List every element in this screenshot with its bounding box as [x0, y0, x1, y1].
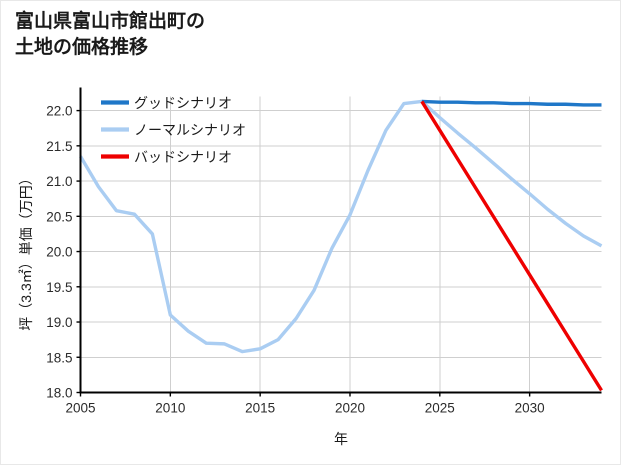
y-tick-label: 19.0 [46, 315, 72, 330]
y-tick-label: 21.5 [46, 139, 72, 154]
legend-label: バッドシナリオ [134, 149, 232, 165]
chart-title: 富山県富山市館出町の 土地の価格推移 [15, 11, 206, 58]
y-tick-label: 22.0 [46, 104, 72, 119]
x-tick-label: 2030 [515, 401, 545, 416]
x-tick-label: 2020 [335, 401, 365, 416]
y-axis-ticks: 18.0 18.5 19.0 19.5 20.0 20.5 21.0 21.5 22.0 [46, 104, 81, 401]
gridlines [80, 96, 602, 393]
x-axis-label: 年 [334, 431, 348, 447]
legend-label: ノーマルシナリオ [134, 122, 246, 138]
x-tick-label: 2005 [65, 401, 95, 416]
series-line [79, 99, 603, 354]
y-tick-label: 19.5 [46, 280, 72, 295]
x-tick-label: 2015 [245, 401, 275, 416]
axis-spines [79, 87, 602, 394]
legend-label: グッドシナリオ [134, 95, 232, 111]
series-lines [79, 99, 603, 392]
x-tick-label: 2025 [425, 401, 455, 416]
x-tick-label: 2010 [155, 401, 185, 416]
y-tick-label: 18.5 [46, 350, 72, 365]
y-tick-label: 20.0 [46, 245, 72, 260]
y-axis-label: 坪（3.3㎡）単価（万円） [18, 171, 34, 330]
series-line [421, 99, 602, 107]
y-tick-label: 21.0 [46, 174, 72, 189]
x-axis-ticks: 2005 2010 2015 2020 2025 2030 [65, 392, 545, 416]
y-tick-label: 20.5 [46, 209, 72, 224]
series-line [420, 100, 603, 392]
y-tick-label: 18.0 [46, 386, 72, 401]
